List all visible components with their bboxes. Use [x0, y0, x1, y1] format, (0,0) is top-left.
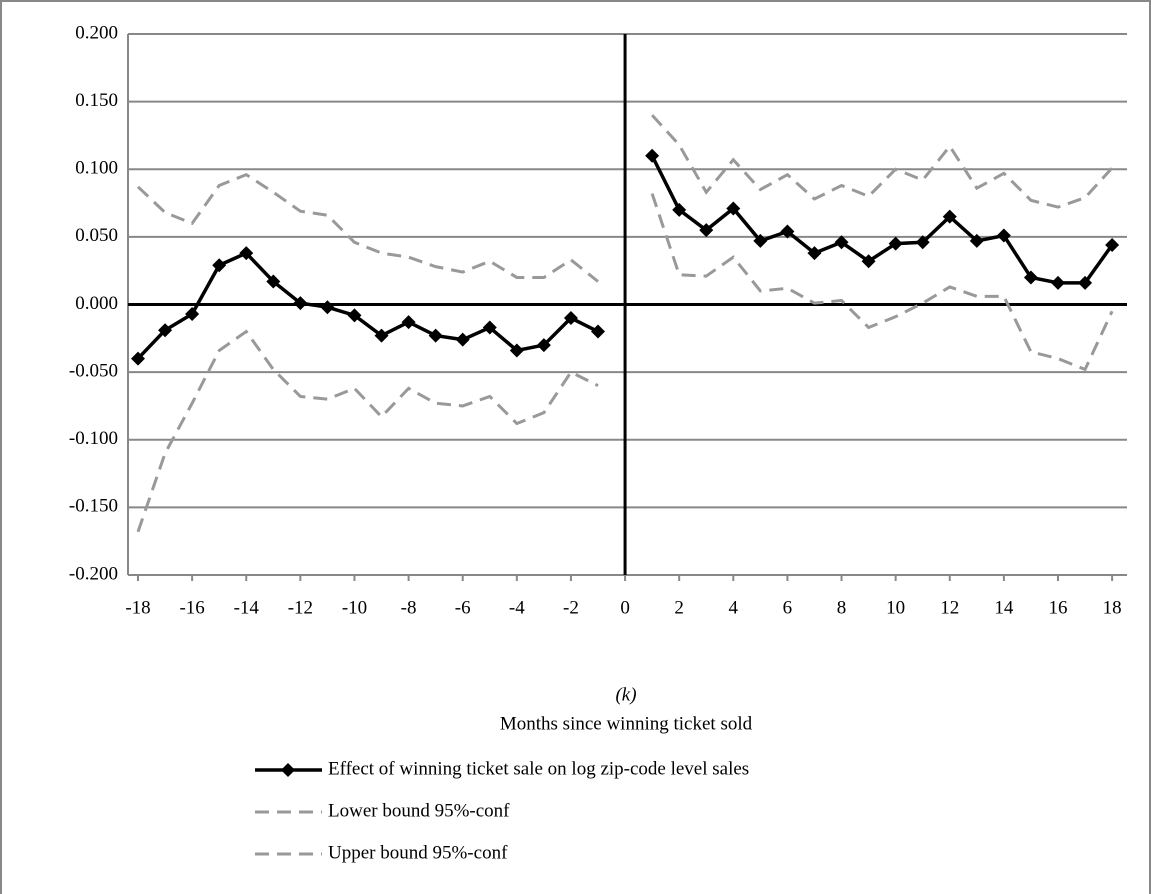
y-tick-label: -0.200 [69, 563, 118, 584]
point [699, 223, 714, 238]
point [320, 300, 335, 315]
x-tick-label: 10 [886, 597, 905, 618]
y-tick-label: -0.150 [69, 496, 118, 517]
point [1051, 275, 1066, 290]
point [266, 274, 281, 289]
point [753, 233, 768, 248]
point [536, 338, 551, 353]
point [672, 202, 687, 217]
point [780, 224, 795, 239]
point [645, 148, 660, 163]
legend-label: Upper bound 95%-conf [328, 842, 508, 863]
y-tick-label: 0.200 [75, 22, 118, 43]
y-tick-label: 0.100 [75, 158, 118, 179]
x-tick-label: 14 [994, 597, 1014, 618]
point [915, 235, 930, 250]
x-tick-label: 0 [620, 597, 630, 618]
point [1105, 237, 1120, 252]
point [807, 246, 822, 261]
x-axis-note: (k) [615, 684, 636, 705]
x-tick-label: -2 [563, 597, 579, 618]
point [834, 235, 849, 250]
x-axis-title: Months since winning ticket sold [500, 713, 753, 734]
legend-label: Effect of winning ticket sale on log zip… [328, 758, 749, 779]
x-tick-label: 6 [783, 597, 793, 618]
point [374, 328, 389, 343]
x-tick-label: 12 [940, 597, 959, 618]
x-tick-label: -12 [288, 597, 313, 618]
y-tick-label: 0.150 [75, 90, 118, 111]
x-tick-label: -16 [179, 597, 204, 618]
point [131, 351, 146, 366]
point [293, 296, 308, 311]
point [428, 328, 443, 343]
point [239, 246, 254, 261]
point [888, 236, 903, 251]
point [591, 324, 606, 339]
point [563, 311, 578, 326]
x-tick-label: -8 [401, 597, 417, 618]
point [861, 254, 876, 269]
legend-label: Lower bound 95%-conf [328, 800, 510, 821]
point [509, 343, 524, 358]
point [455, 332, 470, 347]
point [1078, 275, 1093, 290]
x-tick-label: 2 [674, 597, 684, 618]
point [996, 228, 1011, 243]
point [969, 233, 984, 248]
series-line [136, 114, 1114, 283]
y-tick-label: -0.050 [69, 360, 118, 381]
point [482, 320, 497, 335]
y-tick-label: 0.000 [75, 293, 118, 314]
point [212, 258, 227, 273]
point [726, 201, 741, 216]
x-tick-label: -14 [234, 597, 260, 618]
y-tick-label: -0.100 [69, 428, 118, 449]
x-tick-label: 16 [1049, 597, 1068, 618]
x-tick-label: -6 [455, 597, 471, 618]
point [942, 209, 957, 224]
point [401, 315, 416, 330]
y-tick-label: 0.050 [75, 225, 118, 246]
x-tick-label: 8 [837, 597, 847, 618]
point [1023, 270, 1038, 285]
legend-marker [281, 763, 295, 777]
x-tick-label: 4 [729, 597, 739, 618]
point [158, 323, 173, 338]
series-line [136, 193, 1114, 533]
x-tick-label: -18 [125, 597, 150, 618]
x-tick-label: 18 [1103, 597, 1122, 618]
x-tick-label: -4 [509, 597, 525, 618]
x-tick-label: -10 [342, 597, 367, 618]
point [185, 306, 200, 321]
point [347, 308, 362, 323]
